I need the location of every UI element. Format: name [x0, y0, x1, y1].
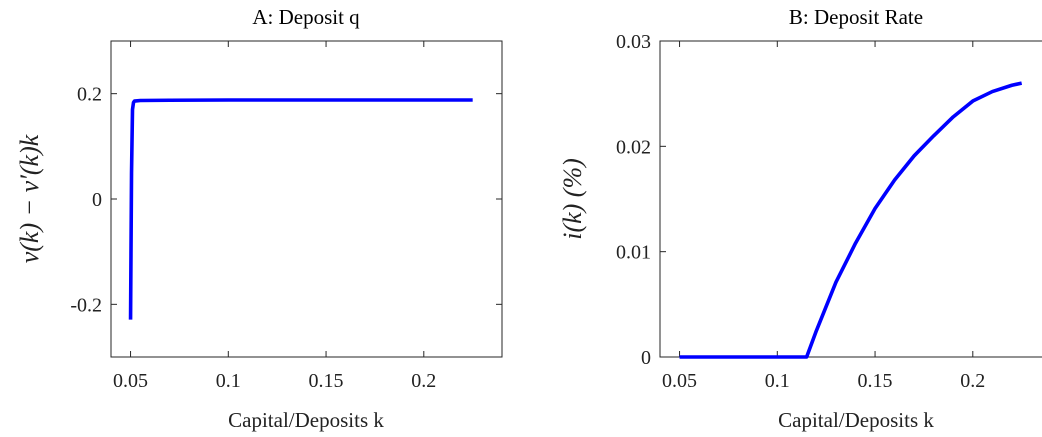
panel-a-series [128, 98, 473, 320]
panel-a-y-axis-label: v(k) − v′(k)k [15, 134, 44, 263]
panel-a-x-tick-label: 0.15 [309, 370, 344, 392]
panel-b-y-ticks: 0 0.01 0.02 0.03 [616, 31, 666, 369]
panel-b-x-tick-label: 0.05 [662, 370, 697, 392]
panel-a-title: A: Deposit q [252, 5, 360, 29]
panel-a-x-tick-label: 0.05 [113, 370, 148, 392]
panel-a-series-line [128, 98, 473, 320]
panel-a-y-tick-label: 0.2 [77, 84, 102, 106]
panel-b-y-tick-label: 0 [641, 347, 651, 369]
panel-b-y-tick-label: 0.03 [616, 31, 651, 53]
panel-b-y-tick-label: 0.02 [616, 136, 651, 158]
panel-a: A: Deposit q Capital/Deposits k v(k) − v… [15, 5, 503, 432]
panel-a-x-axis-label: Capital/Deposits k [228, 408, 384, 432]
panel-b-x-ticks: 0.05 0.1 0.15 0.2 [662, 41, 985, 392]
panel-b-plot-frame [659, 40, 1042, 358]
panel-b-series-line [679, 81, 1023, 359]
panel-b-x-tick-label: 0.1 [765, 370, 790, 392]
panel-b-y-axis-label: i(k) (%) [558, 158, 587, 240]
panel-a-x-tick-label: 0.2 [411, 370, 436, 392]
panel-b-x-tick-label: 0.2 [960, 370, 985, 392]
panel-b-title: B: Deposit Rate [789, 5, 923, 29]
panel-a-y-ticks: -0.2 0 0.2 [70, 84, 502, 316]
panel-b-series [679, 81, 1023, 359]
panel-b: B: Deposit Rate Capital/Deposits k i(k) … [558, 5, 1042, 432]
panel-a-x-ticks: 0.05 0.1 0.15 0.2 [113, 41, 436, 392]
panel-a-x-tick-label: 0.1 [216, 370, 241, 392]
panel-b-x-axis-label: Capital/Deposits k [778, 408, 934, 432]
panel-a-y-tick-label: -0.2 [70, 294, 102, 316]
panel-a-y-tick-label: 0 [92, 189, 102, 211]
panel-a-plot-frame [110, 40, 503, 358]
panel-b-x-tick-label: 0.15 [858, 370, 893, 392]
panel-b-y-tick-label: 0.01 [616, 242, 651, 264]
